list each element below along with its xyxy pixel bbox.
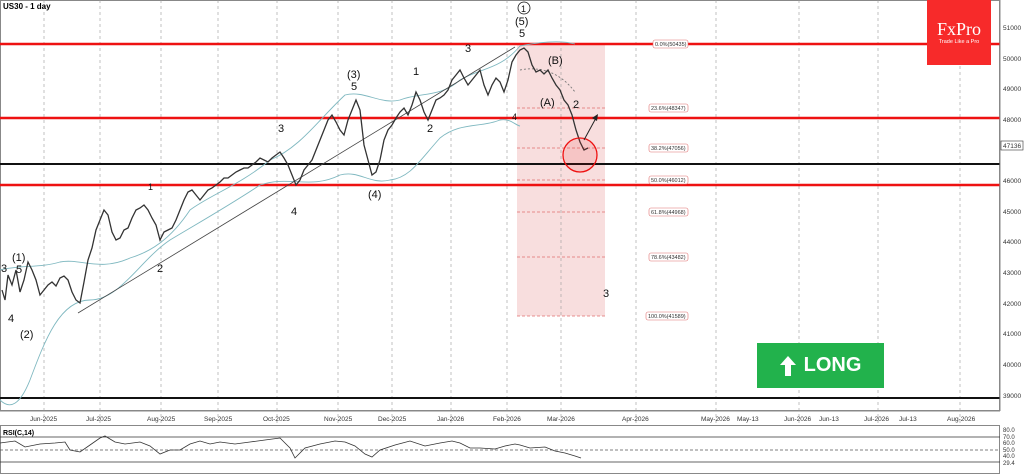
svg-text:43000: 43000 <box>1003 270 1021 277</box>
svg-text:Jun-2026: Jun-2026 <box>784 416 811 423</box>
svg-text:(B): (B) <box>548 55 563 67</box>
svg-text:1: 1 <box>521 4 526 14</box>
svg-text:41000: 41000 <box>1003 331 1021 338</box>
svg-text:(5): (5) <box>515 16 528 28</box>
svg-text:3: 3 <box>1 263 7 275</box>
svg-text:60.0: 60.0 <box>1003 441 1015 447</box>
svg-text:39000: 39000 <box>1003 393 1021 400</box>
svg-text:4: 4 <box>291 206 297 218</box>
svg-text:40000: 40000 <box>1003 362 1021 369</box>
date-axis: Jun-2025 Jul-2025 Aug-2025 Sep-2025 Oct-… <box>30 416 976 423</box>
svg-text:May-2026: May-2026 <box>701 416 730 423</box>
svg-text:23.6%(48347): 23.6%(48347) <box>651 106 686 112</box>
svg-text:1: 1 <box>413 66 419 78</box>
svg-text:45000: 45000 <box>1003 209 1021 216</box>
svg-text:Sep-2025: Sep-2025 <box>204 416 233 423</box>
svg-text:Jun-13: Jun-13 <box>819 416 839 423</box>
svg-text:3: 3 <box>465 43 471 55</box>
reversal-circle <box>562 137 598 173</box>
svg-text:(3): (3) <box>347 69 360 81</box>
svg-text:38.2%(47056): 38.2%(47056) <box>651 146 686 152</box>
svg-text:2: 2 <box>157 263 163 275</box>
arrow-head-icon <box>592 114 598 121</box>
svg-text:100.0%(41589): 100.0%(41589) <box>648 314 686 320</box>
svg-text:50.0: 50.0 <box>1003 448 1015 454</box>
svg-text:46000: 46000 <box>1003 178 1021 185</box>
svg-text:51000: 51000 <box>1003 25 1021 32</box>
svg-text:2: 2 <box>573 99 579 111</box>
candles <box>1 47 589 305</box>
svg-text:70.0: 70.0 <box>1003 435 1015 441</box>
svg-text:Mar-2026: Mar-2026 <box>547 416 575 423</box>
svg-text:Nov-2025: Nov-2025 <box>324 416 353 423</box>
wave-labels: 3(1)5 4(2) 12 34 (3)5(4) 123 4 (5)5 1 (A… <box>1 1 609 341</box>
svg-text:50.0%(46012): 50.0%(46012) <box>651 178 686 184</box>
signal-label: LONG <box>803 354 862 376</box>
price-axis: 51000 50000 49000 48000 46000 45000 4400… <box>1000 25 1024 400</box>
svg-text:61.8%(44968): 61.8%(44968) <box>651 210 686 216</box>
svg-text:(1): (1) <box>12 252 25 264</box>
svg-text:1: 1 <box>148 182 153 192</box>
svg-text:2: 2 <box>427 123 433 135</box>
svg-text:Apr-2026: Apr-2026 <box>622 416 649 423</box>
svg-text:Aug-2026: Aug-2026 <box>947 416 976 423</box>
svg-text:3: 3 <box>278 123 284 135</box>
trend-line <box>77 46 516 314</box>
chart-title: US30 - 1 day <box>3 2 51 11</box>
fib-labels: 0.0%(50435) 23.6%(48347) 38.2%(47056) 50… <box>645 39 689 321</box>
svg-text:(A): (A) <box>540 97 555 109</box>
svg-text:47136: 47136 <box>1003 143 1021 150</box>
svg-text:49000: 49000 <box>1003 86 1021 93</box>
svg-text:Jan-2026: Jan-2026 <box>437 416 464 423</box>
svg-text:Dec-2025: Dec-2025 <box>378 416 407 423</box>
rsi-title: RSI(C,14) <box>3 430 34 437</box>
projection-arrow <box>583 117 597 141</box>
logo-brand: FxPro <box>936 19 981 39</box>
svg-text:Jun-2025: Jun-2025 <box>30 416 57 423</box>
svg-text:78.6%(43482): 78.6%(43482) <box>651 255 686 261</box>
svg-text:3: 3 <box>603 288 609 300</box>
svg-text:5: 5 <box>351 81 357 93</box>
svg-text:Aug-2025: Aug-2025 <box>147 416 176 423</box>
svg-text:4: 4 <box>8 313 14 325</box>
svg-text:(4): (4) <box>368 189 381 201</box>
arrow-up-icon <box>779 355 796 376</box>
svg-text:4: 4 <box>512 112 517 122</box>
svg-text:5: 5 <box>519 28 525 40</box>
long-signal-badge: LONG <box>757 343 884 388</box>
fxpro-logo: FxPro Trade Like a Pro <box>927 0 991 65</box>
svg-text:48000: 48000 <box>1003 117 1021 124</box>
svg-text:Feb-2026: Feb-2026 <box>493 416 521 423</box>
svg-text:0.0%(50435): 0.0%(50435) <box>655 42 687 48</box>
svg-text:80.0: 80.0 <box>1003 428 1015 434</box>
main-pane <box>0 0 1000 411</box>
svg-text:Jul-2025: Jul-2025 <box>86 416 111 423</box>
svg-text:(2): (2) <box>20 329 33 341</box>
svg-text:40.0: 40.0 <box>1003 454 1015 460</box>
svg-text:50000: 50000 <box>1003 56 1021 63</box>
rsi-line <box>0 435 582 459</box>
svg-text:Jul-13: Jul-13 <box>899 416 917 423</box>
svg-text:42000: 42000 <box>1003 301 1021 308</box>
svg-text:May-13: May-13 <box>737 416 759 423</box>
logo-tagline: Trade Like a Pro <box>938 39 980 45</box>
svg-text:5: 5 <box>16 264 22 276</box>
svg-text:29.4: 29.4 <box>1003 461 1015 467</box>
svg-text:44000: 44000 <box>1003 239 1021 246</box>
rsi-axis: 80.0 70.0 60.0 50.0 40.0 29.4 <box>1003 428 1015 467</box>
rsi-pane <box>0 425 1000 474</box>
svg-text:Jul-2026: Jul-2026 <box>864 416 889 423</box>
svg-text:Oct-2025: Oct-2025 <box>263 416 290 423</box>
